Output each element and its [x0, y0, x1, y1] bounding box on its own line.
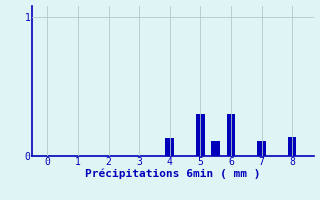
Bar [196, 114, 204, 156]
Bar [212, 141, 220, 156]
Bar [257, 141, 266, 156]
Bar [227, 114, 235, 156]
Bar [165, 138, 174, 156]
X-axis label: Précipitations 6min ( mm ): Précipitations 6min ( mm ) [85, 169, 260, 179]
Bar [288, 137, 296, 156]
